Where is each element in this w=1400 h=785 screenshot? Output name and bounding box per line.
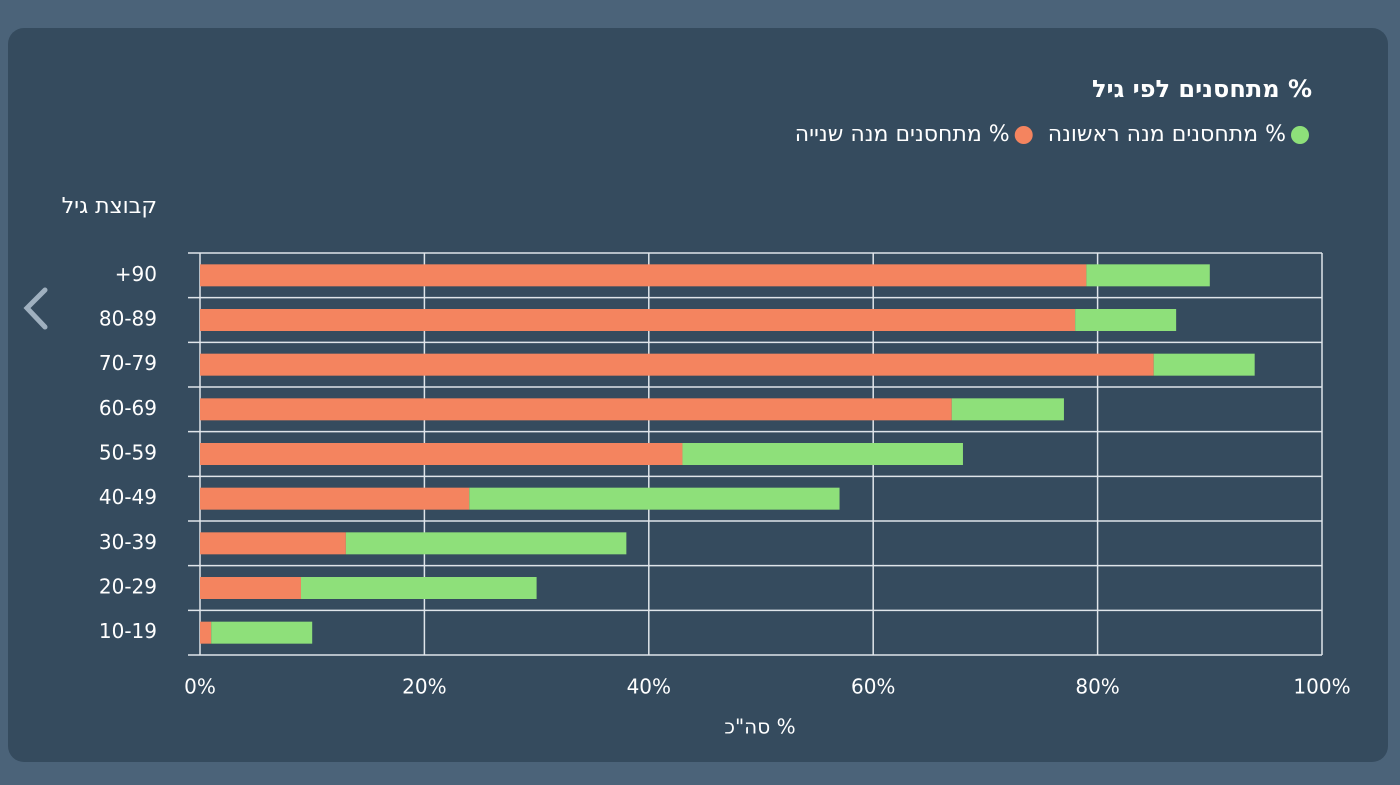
x-axis-label: % סה"כ <box>724 715 795 739</box>
x-tick-label: 40% <box>627 675 671 699</box>
bar-segment <box>469 487 840 510</box>
bar-segment <box>1086 264 1210 287</box>
y-axis-label: קבוצת גיל <box>62 194 157 219</box>
y-tick-label: +90 <box>115 262 157 286</box>
y-tick-label: 50-59 <box>99 441 157 465</box>
legend-marker <box>1291 126 1309 144</box>
bar-segment <box>200 532 346 555</box>
x-tick-label: 100% <box>1293 675 1350 699</box>
bar-segment <box>951 398 1064 421</box>
y-tick-label: 40-49 <box>99 485 157 509</box>
bar-segment <box>200 264 1087 287</box>
bar-segment <box>682 443 963 465</box>
bar-segment <box>200 353 1154 376</box>
x-tick-label: 80% <box>1075 675 1119 699</box>
legend-marker <box>1014 126 1033 144</box>
chart-title: % מתחסנים לפי גיל <box>1092 75 1312 103</box>
y-tick-label: 70-79 <box>99 351 157 375</box>
bar-segment <box>300 577 537 599</box>
y-tick-label: 30-39 <box>99 530 157 554</box>
bar-segment <box>200 443 683 465</box>
x-tick-label: 20% <box>402 675 446 699</box>
legend-label: % מתחסנים מנה ראשונה <box>1048 122 1286 147</box>
bar-segment <box>345 532 627 555</box>
y-tick-label: 80-89 <box>99 307 157 331</box>
y-tick-label: 60-69 <box>99 396 157 420</box>
bar-segment <box>200 577 301 599</box>
y-tick-label: 10-19 <box>99 619 157 643</box>
bar-segment <box>1075 309 1177 331</box>
bar-segment <box>200 309 1076 331</box>
x-tick-label: 60% <box>851 675 895 699</box>
x-tick-label: 0% <box>184 675 216 699</box>
legend-label: % מתחסנים מנה שנייה <box>795 122 1010 147</box>
bar-segment <box>200 398 952 421</box>
bar-segment <box>200 487 470 510</box>
y-tick-label: 20-29 <box>99 575 157 599</box>
bar-segment <box>211 621 313 644</box>
prev-arrow[interactable] <box>23 287 48 330</box>
bar-segment <box>1153 353 1255 376</box>
bar-segment <box>200 621 212 644</box>
